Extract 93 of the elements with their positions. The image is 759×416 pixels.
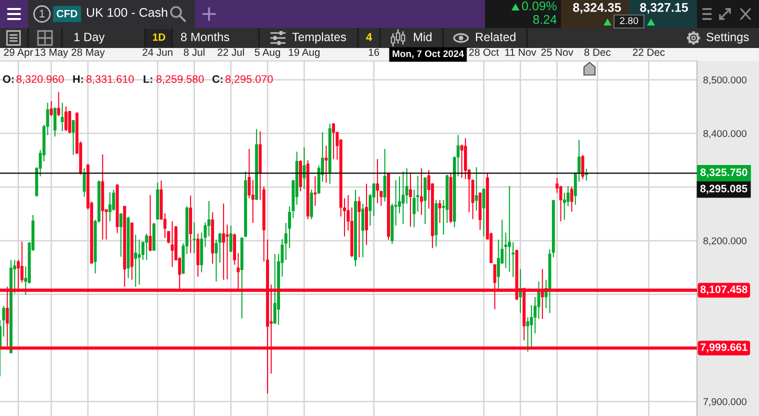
text: 2.80: [620, 17, 638, 24]
candlestick: [416, 175, 420, 212]
candlestick: [482, 188, 486, 237]
candlestick: [581, 154, 584, 180]
x-tick-label: 11 Nov: [505, 48, 536, 56]
candlestick: [420, 168, 423, 216]
candlestick: [64, 106, 68, 132]
text: 8,295.085: [700, 184, 748, 194]
candlestick: [145, 233, 148, 260]
candlestick: [229, 225, 232, 252]
candlestick: [60, 102, 64, 132]
candlestick: [82, 168, 86, 198]
text: 1: [40, 10, 45, 18]
candlestick: [474, 166, 478, 212]
candlestick: [504, 232, 508, 269]
text: Settings: [706, 32, 749, 44]
candlestick: [570, 186, 574, 212]
candlestick: [273, 254, 276, 324]
candlestick: [222, 203, 226, 280]
candlestick: [248, 148, 251, 199]
y-tick-label: 8,200.000: [703, 237, 746, 246]
candlestick: [361, 203, 364, 258]
y-tick-label: 7,900.000: [703, 398, 746, 406]
candlestick: [50, 100, 53, 117]
annotation: L:: [144, 75, 152, 83]
text: CFD: [56, 10, 78, 18]
candlestick: [496, 239, 500, 290]
x-tick-label: 16: [368, 48, 380, 56]
candlestick: [57, 92, 60, 117]
candlestick: [402, 170, 405, 225]
x-tick-label: 29 Apr: [4, 48, 34, 58]
x-tick-label: 13 May: [35, 48, 68, 58]
annotation: 8,320.960: [16, 75, 64, 84]
candlestick: [405, 168, 408, 204]
candlestick: [412, 189, 416, 228]
text: 4: [366, 33, 372, 41]
text: 1 Day: [74, 32, 105, 44]
x-tick-label: 19 Aug: [288, 48, 320, 58]
text: Mon, 7 Oct 2024: [392, 50, 464, 58]
x-tick-label: 5 Aug: [254, 48, 280, 58]
text: 8 Months: [181, 32, 230, 42]
candlestick: [408, 172, 412, 228]
ref-line-label: 7,999.661: [700, 343, 748, 352]
x-tick-label: 22 Jul: [218, 48, 244, 56]
annotation: 8,331.610: [86, 75, 134, 84]
text: 1D: [153, 34, 166, 41]
x-tick-label: 28 May: [72, 48, 105, 58]
candlestick: [424, 176, 427, 225]
candlestick: [365, 183, 368, 246]
candlestick: [138, 239, 141, 286]
x-tick-label: 8 Dec: [584, 48, 611, 56]
candlestick: [332, 122, 335, 160]
candlestick: [471, 178, 474, 220]
candlestick: [372, 182, 376, 216]
text: 0.09%: [522, 2, 557, 10]
candlestick: [108, 192, 112, 222]
candlestick: [119, 212, 122, 258]
text: Templates: [292, 32, 346, 44]
candlestick: [226, 224, 229, 280]
candlestick: [53, 107, 56, 138]
x-tick-label: 8 Jul: [184, 48, 204, 56]
x-tick-label: 28 Oct: [469, 48, 499, 56]
ref-line-label: 8,325.750: [700, 168, 748, 178]
annotation: O:: [2, 75, 14, 83]
candlestick: [134, 234, 138, 288]
candlestick: [376, 158, 379, 204]
x-tick-label: 22 Dec: [632, 48, 665, 56]
y-tick-label: 8,400.000: [703, 130, 746, 138]
x-tick-label: 25 Nov: [541, 48, 574, 56]
candlestick: [68, 110, 72, 134]
text: 8,324.35: [573, 3, 621, 14]
candlestick: [438, 199, 442, 224]
text: Mid: [414, 32, 432, 42]
ref-line-label: 8,107.458: [700, 286, 748, 295]
candlestick: [302, 146, 306, 190]
candlestick: [314, 176, 317, 206]
annotation: 8,295.070: [225, 75, 273, 84]
chart-title: UK 100 - Cash: [86, 8, 168, 17]
text: 8.24: [533, 15, 557, 24]
candlestick: [251, 180, 254, 224]
text: 8,327.15: [640, 3, 688, 14]
annotation: C:: [212, 75, 222, 83]
candlestick: [383, 148, 386, 202]
candlestick: [324, 145, 328, 184]
annotation: H:: [73, 75, 83, 83]
candlestick: [72, 119, 75, 156]
text: Related: [476, 32, 516, 42]
x-tick-label: 24 Jun: [142, 48, 172, 56]
candlestick: [310, 189, 314, 220]
candlestick: [192, 222, 196, 254]
annotation: 8,259.580: [156, 75, 204, 84]
candlestick: [358, 196, 361, 258]
y-tick-label: 8,500.000: [703, 76, 746, 85]
